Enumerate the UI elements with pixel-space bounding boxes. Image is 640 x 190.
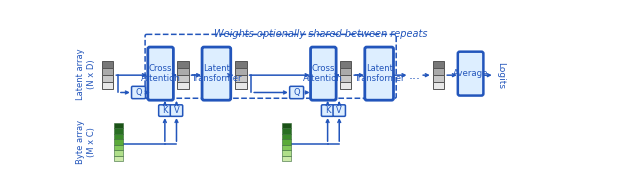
Bar bbox=[433, 75, 444, 82]
FancyBboxPatch shape bbox=[333, 105, 346, 116]
Bar bbox=[177, 61, 189, 68]
Text: Average: Average bbox=[453, 69, 488, 78]
Bar bbox=[114, 134, 124, 139]
Bar bbox=[282, 150, 291, 156]
Text: Latent
Transformer: Latent Transformer bbox=[354, 64, 404, 83]
FancyBboxPatch shape bbox=[310, 47, 336, 100]
Text: V: V bbox=[173, 106, 179, 115]
Bar bbox=[282, 134, 291, 139]
Bar bbox=[282, 123, 291, 128]
Text: Byte array
(M x C): Byte array (M x C) bbox=[76, 120, 96, 164]
Text: Latent array
(N x D): Latent array (N x D) bbox=[76, 49, 96, 100]
Text: Latent
Transformer: Latent Transformer bbox=[191, 64, 242, 83]
Bar bbox=[177, 82, 189, 89]
Text: Q: Q bbox=[135, 88, 142, 97]
Text: Cross
Attention: Cross Attention bbox=[303, 64, 343, 83]
Bar bbox=[433, 82, 444, 89]
Bar bbox=[177, 68, 189, 75]
Text: ...: ... bbox=[409, 69, 421, 82]
Text: Q: Q bbox=[293, 88, 300, 97]
Bar bbox=[102, 61, 113, 68]
FancyBboxPatch shape bbox=[148, 47, 173, 100]
Bar bbox=[282, 156, 291, 161]
Bar bbox=[235, 61, 246, 68]
Bar bbox=[114, 145, 124, 150]
Bar bbox=[235, 68, 246, 75]
FancyBboxPatch shape bbox=[202, 47, 231, 100]
Text: Weights optionally shared between repeats: Weights optionally shared between repeat… bbox=[214, 29, 427, 39]
Bar bbox=[433, 61, 444, 68]
Bar bbox=[235, 82, 246, 89]
Bar bbox=[433, 68, 444, 75]
FancyBboxPatch shape bbox=[458, 52, 483, 96]
FancyBboxPatch shape bbox=[159, 105, 171, 116]
Bar bbox=[340, 75, 351, 82]
FancyBboxPatch shape bbox=[132, 86, 145, 99]
Bar bbox=[177, 75, 189, 82]
Bar bbox=[114, 128, 124, 134]
Text: Logits: Logits bbox=[496, 62, 505, 89]
Bar bbox=[102, 82, 113, 89]
Text: V: V bbox=[337, 106, 342, 115]
Bar bbox=[102, 75, 113, 82]
FancyBboxPatch shape bbox=[321, 105, 334, 116]
Bar bbox=[114, 139, 124, 145]
Bar bbox=[102, 68, 113, 75]
Bar bbox=[282, 128, 291, 134]
Text: Cross
Attention: Cross Attention bbox=[141, 64, 180, 83]
Bar bbox=[340, 61, 351, 68]
Bar bbox=[235, 75, 246, 82]
Bar bbox=[340, 68, 351, 75]
FancyBboxPatch shape bbox=[170, 105, 182, 116]
Text: K: K bbox=[162, 106, 168, 115]
Bar bbox=[282, 145, 291, 150]
Bar bbox=[114, 150, 124, 156]
Text: K: K bbox=[325, 106, 330, 115]
Bar bbox=[282, 139, 291, 145]
Bar bbox=[340, 82, 351, 89]
Bar bbox=[114, 123, 124, 128]
Bar bbox=[114, 156, 124, 161]
FancyBboxPatch shape bbox=[365, 47, 394, 100]
FancyBboxPatch shape bbox=[290, 86, 303, 99]
